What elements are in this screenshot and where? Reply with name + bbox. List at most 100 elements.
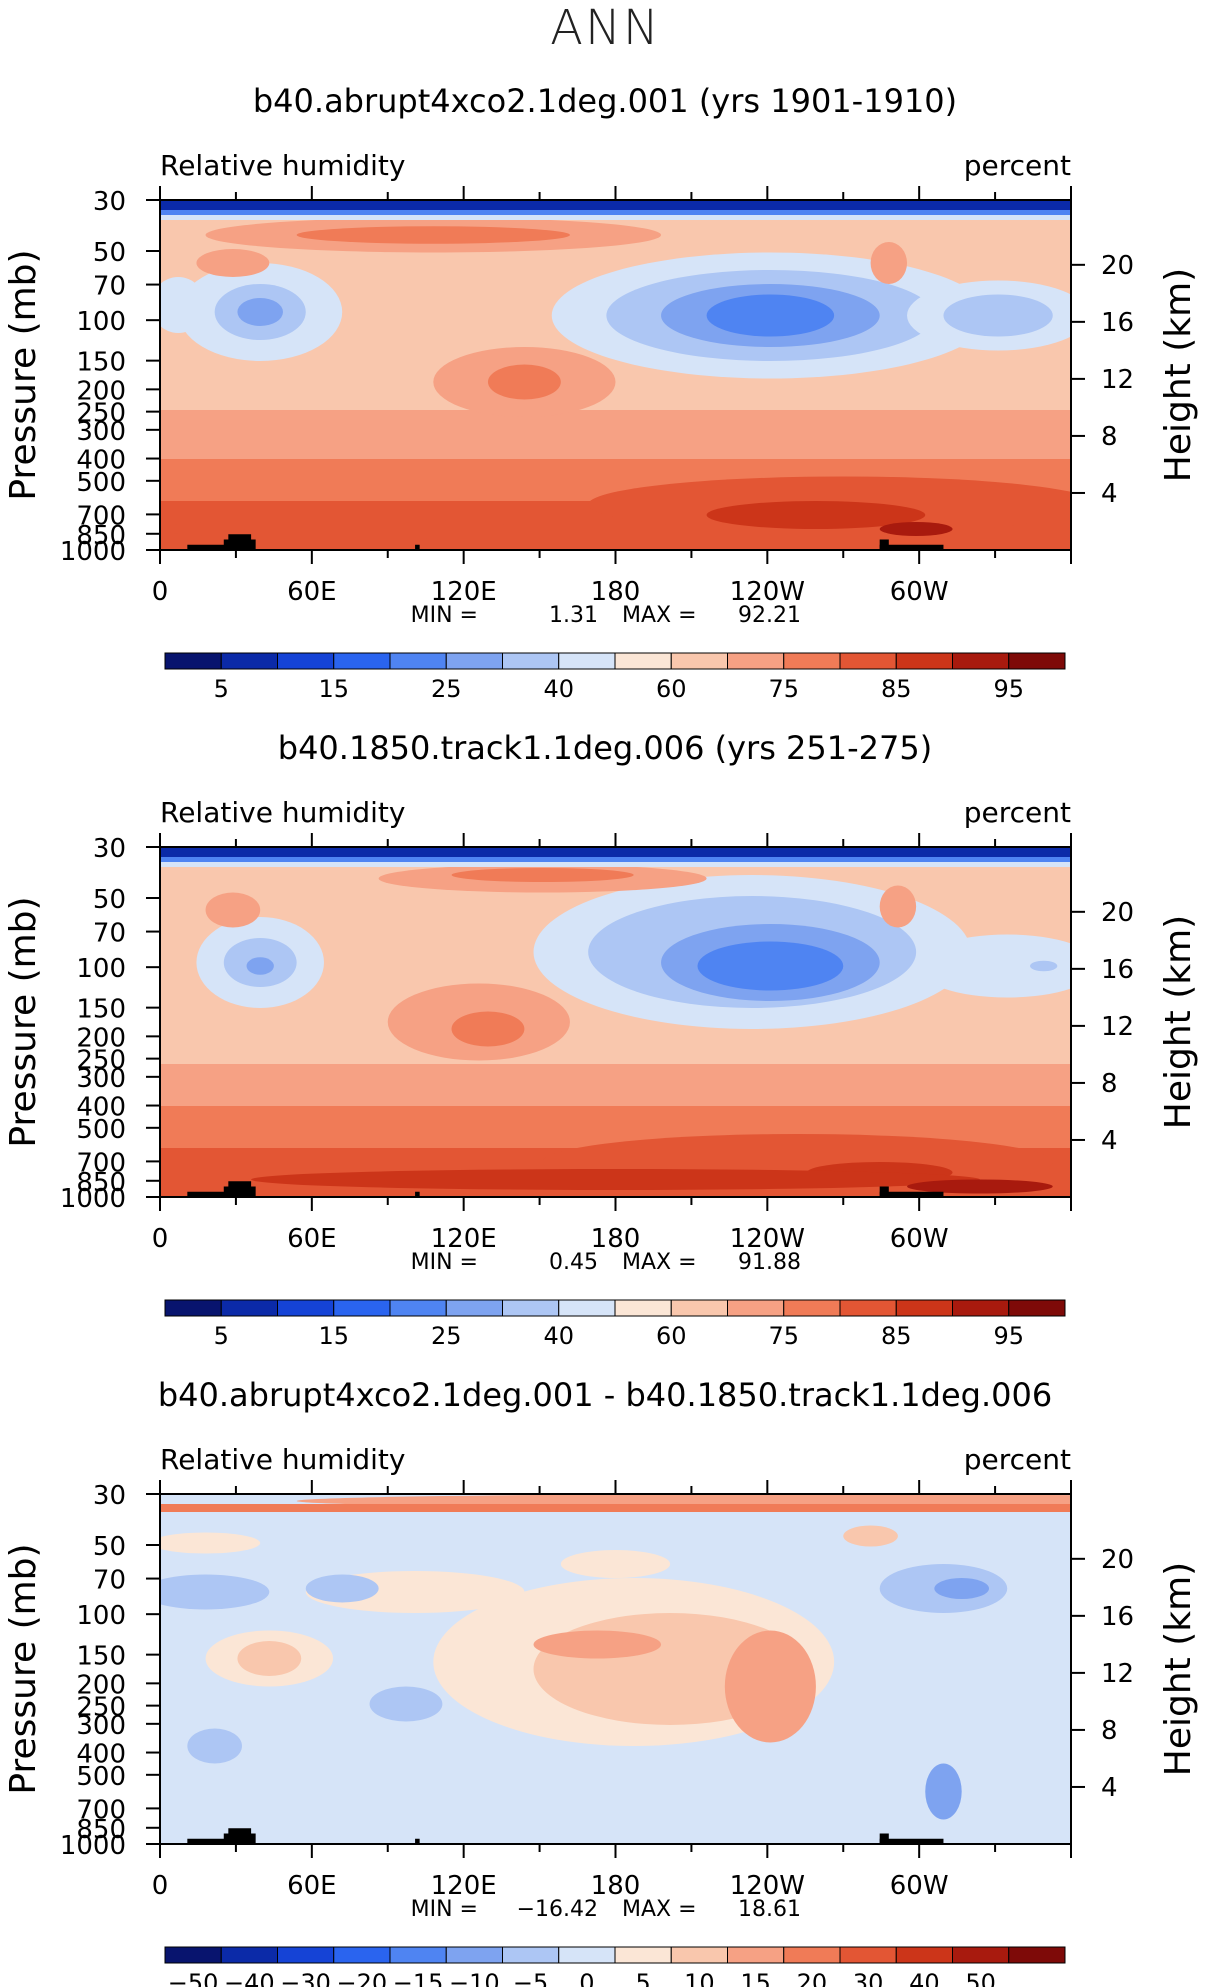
field-contour-15 <box>160 1532 261 1554</box>
x-tick-label: 180 <box>591 577 641 607</box>
colorbar-swatch <box>445 652 503 670</box>
field-contour-6 <box>237 298 283 326</box>
x-tick-label: 60E <box>287 1871 337 1901</box>
y-tick-label: 100 <box>76 1601 126 1631</box>
terrain-4 <box>879 1186 889 1197</box>
terrain-5 <box>415 1838 420 1844</box>
colorbar-swatch <box>727 1299 785 1317</box>
colorbar-swatch <box>670 1299 728 1317</box>
y2-tick-label: 8 <box>1101 1716 1118 1746</box>
colorbar-label: 75 <box>768 1322 799 1350</box>
y2-tick-label: 12 <box>1101 365 1134 395</box>
y-tick-label: 850 <box>76 1168 126 1198</box>
y2-axis-title: Height (km) <box>1158 1562 1199 1776</box>
colorbar-swatch <box>895 1299 953 1317</box>
colorbar-label: 40 <box>543 1322 574 1350</box>
x-tick-label: 120W <box>730 1224 805 1254</box>
units-label: percent <box>964 149 1071 182</box>
strat-band-light <box>160 862 1071 867</box>
colorbar-swatch <box>783 652 841 670</box>
colorbar-swatch <box>277 652 335 670</box>
colorbar-label: 50 <box>965 1969 996 1987</box>
colorbar-swatch <box>895 652 953 670</box>
colorbar-swatch <box>558 652 616 670</box>
panel-title: b40.abrupt4xco2.1deg.001 (yrs 1901-1910) <box>253 82 957 120</box>
field-contour-17 <box>560 1550 671 1578</box>
field-contour-9 <box>305 1574 379 1603</box>
min-value: 0.45 <box>549 1250 598 1275</box>
field-contour-3 <box>706 294 835 337</box>
colorbar-swatch <box>558 1946 616 1964</box>
min-label: MIN = <box>411 1897 478 1922</box>
y2-tick-label: 12 <box>1101 1659 1134 1689</box>
terrain-5 <box>415 544 420 550</box>
contour-field <box>160 847 1071 1197</box>
y-tick-label: 850 <box>76 521 126 551</box>
y-tick-label: 30 <box>93 187 126 217</box>
colorbar-label: 95 <box>993 1322 1024 1350</box>
colorbar-swatch <box>839 1299 897 1317</box>
x-tick-label: 60W <box>890 1224 949 1254</box>
y-tick-label: 70 <box>93 272 126 302</box>
y-tick-label: 700 <box>76 501 126 531</box>
field-contour-8 <box>160 1574 270 1610</box>
colorbar-swatch <box>220 652 278 670</box>
colorbar-swatch <box>558 1299 616 1317</box>
field-contour-9 <box>160 277 206 333</box>
colorbar-swatch <box>670 1946 728 1964</box>
y-tick-label: 100 <box>76 954 126 984</box>
terrain-4 <box>879 539 889 550</box>
colorbar-label: −20 <box>337 1969 388 1987</box>
y-tick-label: 150 <box>76 1642 126 1672</box>
y-tick-label: 500 <box>76 1762 126 1792</box>
y-tick-label: 200 <box>76 376 126 406</box>
field-contour-16 <box>843 1525 898 1547</box>
colorbar-label: 10 <box>684 1969 715 1987</box>
field-contour-11 <box>487 364 561 400</box>
colorbar-swatch <box>670 652 728 670</box>
y2-tick-label: 8 <box>1101 1069 1118 1099</box>
strat-band-mid <box>160 857 1071 862</box>
strat-band-dark <box>160 847 1071 857</box>
colorbar-label: 95 <box>993 675 1024 703</box>
y2-axis-title: Height (km) <box>1158 268 1199 482</box>
terrain-3 <box>879 1191 944 1197</box>
colorbar-swatch <box>839 1946 897 1964</box>
field-contour-14 <box>196 249 270 277</box>
y-axis-title: Pressure (mb) <box>3 896 44 1147</box>
field-contour-18 <box>907 1179 1053 1194</box>
colorbar-label: −50 <box>168 1969 219 1987</box>
terrain-3 <box>879 1838 944 1844</box>
x-tick-label: 120E <box>431 1224 497 1254</box>
units-label: percent <box>964 1443 1071 1476</box>
x-tick-label: 120E <box>431 577 497 607</box>
colorbar-label: −15 <box>393 1969 444 1987</box>
x-tick-label: 120W <box>730 1871 805 1901</box>
y-tick-label: 300 <box>76 1064 126 1094</box>
field-contour-3 <box>533 1630 662 1659</box>
terrain-0 <box>187 1838 252 1844</box>
chart-panel-1: b40.abrupt4xco2.1deg.001 (yrs 1901-1910)… <box>3 82 1199 703</box>
y2-tick-label: 20 <box>1101 251 1134 281</box>
colorbar-label: 5 <box>214 1322 229 1350</box>
max-value: 92.21 <box>738 603 801 628</box>
x-tick-label: 60W <box>890 1871 949 1901</box>
figure-title: ANN <box>550 0 661 56</box>
colorbar-swatch <box>445 1946 503 1964</box>
x-tick-label: 60E <box>287 1224 337 1254</box>
x-tick-label: 60W <box>890 577 949 607</box>
y-tick-label: 50 <box>93 1532 126 1562</box>
max-value: 91.88 <box>738 1250 801 1275</box>
colorbar-swatch <box>952 1946 1010 1964</box>
colorbar-label: −40 <box>224 1969 275 1987</box>
max-label: MAX = <box>622 603 697 628</box>
colorbar-label: 60 <box>656 675 687 703</box>
colorbar-swatch <box>220 1299 278 1317</box>
colorbar-label: 15 <box>318 675 349 703</box>
strat-band-light <box>160 215 1071 220</box>
colorbar-swatch <box>614 652 672 670</box>
colorbar-label: 85 <box>881 1322 912 1350</box>
min-label: MIN = <box>411 603 478 628</box>
colorbar-label: 5 <box>635 1969 650 1987</box>
terrain-4 <box>879 1833 889 1844</box>
